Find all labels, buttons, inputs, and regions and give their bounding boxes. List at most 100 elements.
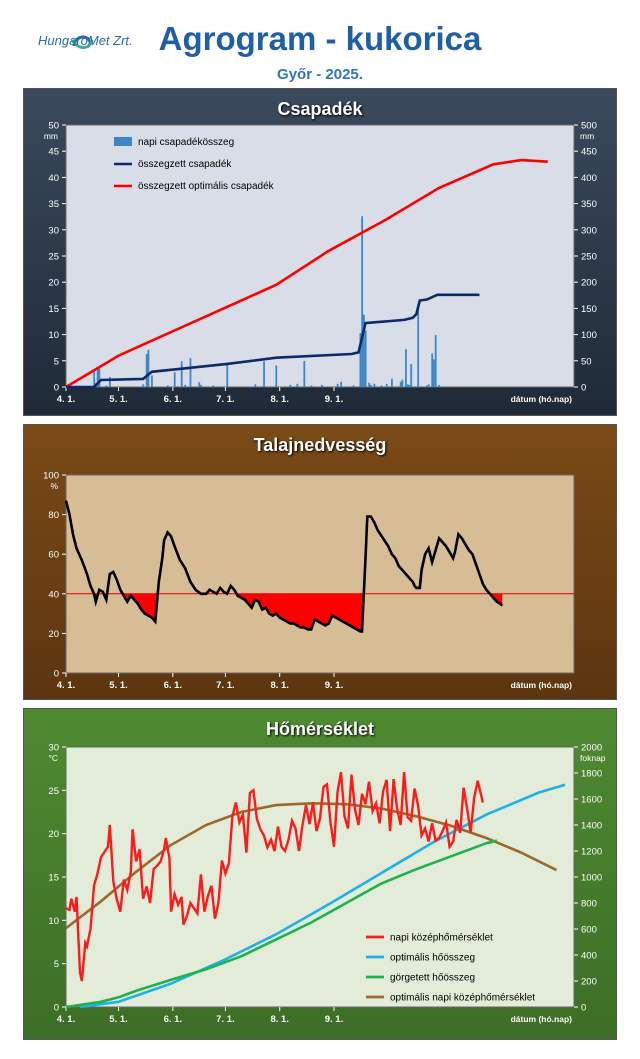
logo-text: HungaroMet Zrt. [38, 33, 133, 48]
y-tick-label: 10 [48, 916, 59, 927]
legend-daily-temp-label: napi középhőmérséklet [390, 933, 493, 944]
y-tick-label: 100 [43, 471, 59, 482]
x-tick-label: 8. 1. [270, 1014, 289, 1025]
y2-tick-label: 400 [581, 951, 597, 962]
y-tick-label: 0 [54, 383, 59, 394]
y-tick-label: 30 [48, 743, 59, 754]
x-tick-label: 8. 1. [270, 394, 289, 405]
plot-area [65, 474, 575, 674]
daily-precip-bar [98, 368, 101, 387]
y-tick-label: 15 [48, 873, 59, 884]
daily-precip-bar [303, 360, 306, 387]
y2-axis-label: foknap [580, 753, 606, 763]
moisture-deficit-area [236, 593, 364, 632]
x-axis-label: dátum (hó.nap) [511, 1014, 573, 1024]
y2-tick-label: 300 [581, 225, 597, 236]
legend-optimal-heat-sum-label: optimális hőösszeg [390, 953, 475, 964]
y2-tick-label: 2000 [581, 743, 602, 754]
y2-tick-label: 1200 [581, 847, 602, 858]
x-tick-label: 9. 1. [325, 680, 344, 691]
y2-axis-label: mm [580, 131, 594, 141]
y-tick-label: 40 [48, 173, 59, 184]
optimal-heat-sum-line [79, 783, 566, 1009]
y-tick-label: 20 [48, 829, 59, 840]
y-tick-label: 10 [48, 330, 59, 341]
daily-precip-bar [198, 382, 201, 387]
y-tick-label: 30 [48, 225, 59, 236]
daily-precip-bar [352, 385, 355, 387]
page-title: Agrogram - kukorica [158, 20, 482, 57]
x-tick-label: 7. 1. [216, 394, 235, 405]
x-tick-label: 5. 1. [109, 394, 128, 405]
y-tick-label: 5 [54, 959, 59, 970]
daily-precip-bar [433, 359, 435, 387]
y-axis-label: °C [48, 753, 58, 763]
y-tick-label: 60 [48, 550, 59, 561]
daily-precip-bar [385, 383, 388, 387]
cumulative-precip-line [66, 293, 480, 389]
legend-label-cumulative: összegzett csapadék [138, 159, 232, 170]
x-tick-label: 4. 1. [57, 680, 76, 691]
daily-precip-bar [364, 330, 367, 387]
daily-precip-bar [434, 335, 437, 387]
y-tick-label: 5 [54, 356, 59, 367]
daily-precip-bar [296, 383, 299, 387]
x-tick-label: 5. 1. [109, 680, 128, 691]
daily-precip-bar [431, 353, 434, 387]
daily-mean-temp-line [65, 771, 485, 982]
optimal-cumulative-precip-line [65, 158, 548, 389]
y-axis-label: % [50, 481, 58, 491]
temperature-chart: 0 5 10 15 20 25 30°C 0 200 400 600 800 1000 1200 1400 1… [48, 743, 606, 1026]
y2-tick-label: 450 [581, 147, 597, 158]
y-tick-label: 0 [54, 669, 59, 680]
y2-tick-label: 0 [581, 383, 586, 394]
temperature-title: Hőmérséklet [265, 719, 375, 739]
legend-label-optimal: összegzett optimális csapadék [138, 181, 275, 192]
y2-tick-label: 1600 [581, 795, 602, 806]
y-tick-label: 80 [48, 510, 59, 521]
x-tick-label: 5. 1. [109, 1014, 128, 1025]
daily-precip-bar [184, 384, 187, 387]
x-tick-label: 6. 1. [164, 680, 183, 691]
daily-precip-bar [142, 384, 145, 387]
daily-precip-bar [380, 385, 383, 387]
daily-precip-bar [340, 381, 343, 387]
legend-rolled-heat-sum-label: görgetett hőösszeg [390, 973, 475, 984]
daily-precip-bar [145, 353, 148, 387]
y-tick-label: 0 [54, 1003, 59, 1014]
daily-precip-bar [406, 384, 409, 387]
daily-precip-bar [275, 365, 278, 387]
x-tick-label: 7. 1. [216, 1014, 235, 1025]
y2-tick-label: 800 [581, 899, 597, 910]
daily-precip-bar [263, 361, 265, 387]
daily-precip-bar [368, 382, 371, 387]
y-tick-label: 20 [48, 278, 59, 289]
y2-tick-label: 500 [581, 121, 597, 132]
soil-moisture-panel: Talajnedvesség 0 20 40 60 80 100% 4. 1. 5. 1. 6.… [23, 424, 617, 700]
daily-precip-bar [105, 385, 108, 387]
daily-precip-bar [180, 361, 183, 387]
y2-tick-label: 600 [581, 925, 597, 936]
daily-precip-bar [108, 377, 111, 387]
daily-precip-bar [320, 384, 323, 387]
legend-optimal-daily-temp-label: optimális napi középhőmérséklet [390, 993, 535, 1004]
daily-precip-bar [410, 363, 413, 387]
daily-precip-bar [359, 333, 362, 387]
soil-moisture-line [64, 500, 504, 633]
x-tick-label: 4. 1. [57, 1014, 76, 1025]
daily-precip-bar [408, 384, 411, 387]
x-tick-label: 9. 1. [325, 394, 344, 405]
daily-precip-bar [189, 358, 192, 387]
x-tick-label: 9. 1. [325, 1014, 344, 1025]
daily-precip-bar [151, 375, 153, 387]
x-tick-label: 8. 1. [270, 680, 289, 691]
daily-precip-bar [362, 314, 365, 387]
daily-precip-bar [417, 304, 420, 387]
precipitation-title: Csapadék [277, 99, 363, 119]
y2-tick-label: 100 [581, 330, 597, 341]
y-tick-label: 25 [48, 252, 59, 263]
y-tick-label: 35 [48, 199, 59, 210]
daily-precip-bar [391, 378, 393, 387]
x-tick-label: 7. 1. [216, 680, 235, 691]
soil-moisture-title: Talajnedvesség [253, 435, 387, 455]
